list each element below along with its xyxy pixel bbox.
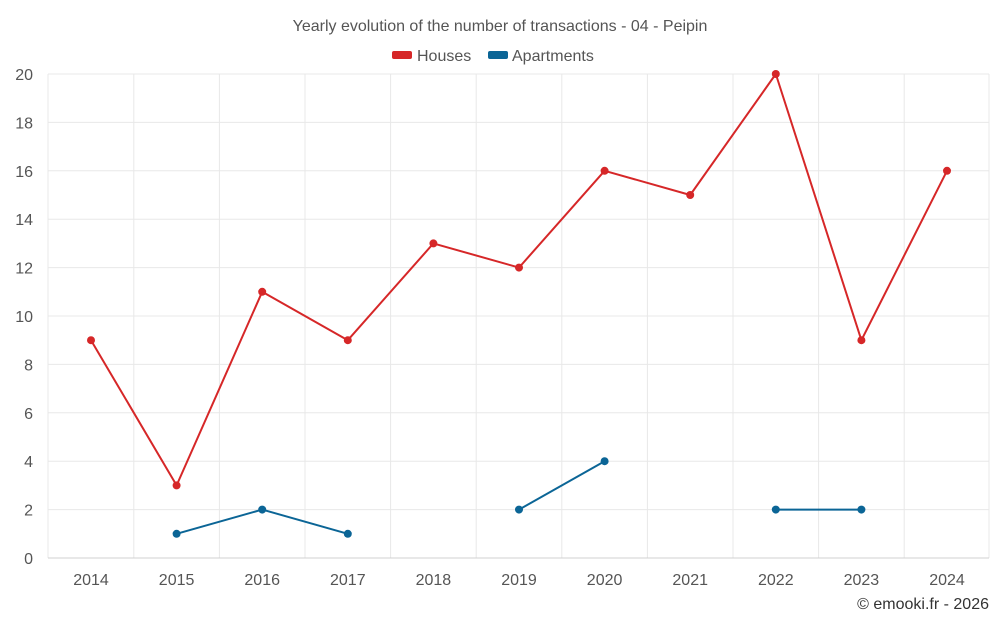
data-point[interactable] <box>87 336 95 345</box>
legend-swatch <box>488 51 508 59</box>
legend: Houses Apartments <box>392 48 594 65</box>
legend-label: Houses <box>417 48 471 65</box>
y-tick-label: 16 <box>15 164 33 181</box>
y-tick-label: 18 <box>15 115 33 132</box>
data-point[interactable] <box>172 481 181 490</box>
x-tick-label: 2020 <box>587 572 623 589</box>
data-point[interactable] <box>515 505 523 514</box>
credit-text: © emooki.fr - 2026 <box>857 596 989 613</box>
data-point[interactable] <box>515 263 523 272</box>
y-tick-label: 14 <box>15 212 33 229</box>
data-point[interactable] <box>600 457 609 466</box>
x-tick-label: 2022 <box>758 572 794 589</box>
y-tick-label: 12 <box>15 261 33 278</box>
data-point[interactable] <box>943 166 951 175</box>
y-axis-ticks: 0 2 4 6 8 10 12 14 16 18 20 <box>15 67 33 568</box>
data-point[interactable] <box>258 287 267 296</box>
legend-label: Apartments <box>512 48 594 65</box>
y-tick-label: 6 <box>24 406 33 423</box>
series-layer <box>87 70 951 538</box>
y-tick-label: 4 <box>24 454 33 471</box>
data-point[interactable] <box>343 529 352 538</box>
x-tick-label: 2014 <box>73 572 109 589</box>
data-point[interactable] <box>258 505 267 514</box>
series-line <box>518 460 606 511</box>
x-tick-label: 2024 <box>929 572 965 589</box>
data-point[interactable] <box>343 336 352 345</box>
y-tick-label: 10 <box>15 309 33 326</box>
legend-item-houses[interactable]: Houses <box>392 48 471 65</box>
legend-item-apartments[interactable]: Apartments <box>488 48 594 65</box>
data-point[interactable] <box>857 505 866 514</box>
data-point[interactable] <box>429 239 438 248</box>
legend-swatch <box>392 51 412 59</box>
y-tick-label: 8 <box>24 357 33 374</box>
chart-title: Yearly evolution of the number of transa… <box>293 18 708 35</box>
series-houses <box>87 70 951 490</box>
y-tick-label: 20 <box>15 67 33 84</box>
x-tick-label: 2023 <box>844 572 880 589</box>
x-axis-ticks: 2014 2015 2016 2017 2018 2019 2020 2021 2022 2023… <box>73 572 965 589</box>
data-point[interactable] <box>771 505 780 514</box>
data-point[interactable] <box>771 70 780 78</box>
x-tick-label: 2018 <box>416 572 452 589</box>
y-gridlines <box>48 73 989 511</box>
x-tick-label: 2015 <box>159 572 195 589</box>
series-apartments <box>172 457 866 538</box>
data-point[interactable] <box>600 166 609 175</box>
data-point[interactable] <box>172 529 181 538</box>
y-tick-label: 0 <box>24 551 33 568</box>
x-tick-label: 2017 <box>330 572 366 589</box>
y-tick-label: 2 <box>24 503 33 520</box>
data-point[interactable] <box>686 191 695 199</box>
x-tick-label: 2016 <box>244 572 280 589</box>
x-tick-label: 2021 <box>672 572 708 589</box>
x-tick-label: 2019 <box>501 572 537 589</box>
data-point[interactable] <box>857 336 866 345</box>
